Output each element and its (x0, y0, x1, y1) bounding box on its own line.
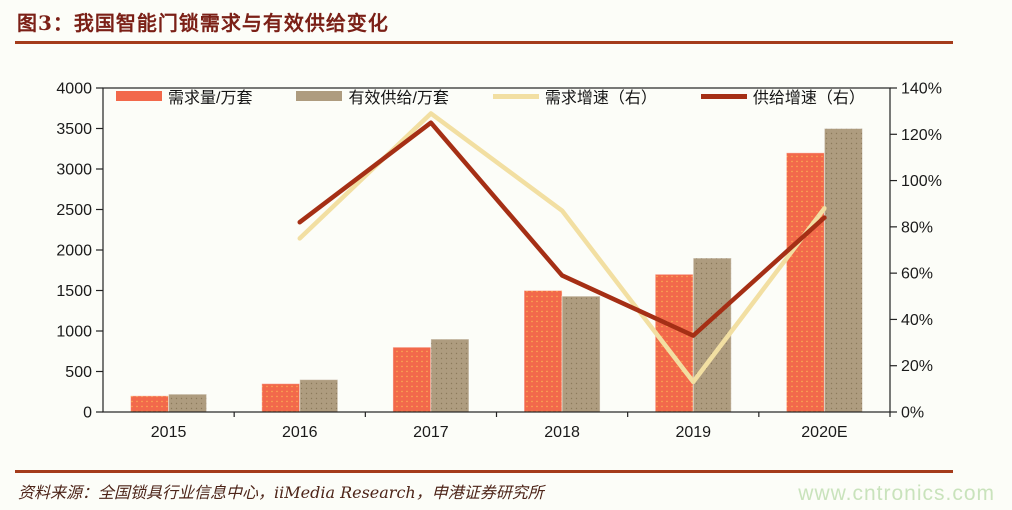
right-axis-tick-label: 120% (901, 127, 942, 144)
left-axis-tick-label: 500 (65, 364, 92, 381)
bar-demand-2018 (523, 290, 563, 413)
x-axis-label-2015: 2015 (151, 424, 187, 441)
line-supply_growth (297, 120, 827, 338)
left-axis-tick-label: 3500 (56, 121, 92, 138)
bar-supply-2017 (430, 338, 470, 413)
bar-demand-2015 (130, 395, 170, 413)
right-axis-tick-label: 100% (901, 173, 942, 190)
bar-demand-2020E (785, 152, 825, 413)
bar-demand-2016 (261, 383, 301, 413)
left-axis-tick-label: 3000 (56, 162, 92, 179)
left-axis-tick-label: 1000 (56, 324, 92, 341)
x-axis-label-2017: 2017 (413, 424, 449, 441)
bar-supply-2015 (168, 393, 208, 413)
x-axis-label-2020E: 2020E (801, 424, 847, 441)
title-underline (15, 41, 953, 44)
x-axis-label-2018: 2018 (544, 424, 580, 441)
bar-supply-2019 (692, 257, 732, 413)
watermark-text: www.cntronics.com (798, 482, 995, 505)
legend-item-demand: 需求量/万套 (116, 84, 252, 108)
left-axis-tick-label: 4000 (56, 81, 92, 98)
left-axis-tick-label: 0 (83, 405, 92, 422)
x-axis-label-2019: 2019 (675, 424, 711, 441)
plot-border (102, 87, 891, 413)
bar-demand-2017 (392, 346, 432, 413)
right-axis-tick-label: 20% (901, 358, 933, 375)
right-axis-tick-label: 140% (901, 81, 942, 98)
source-text: 资料来源：全国锁具行业信息中心，iiMedia Research，申港证券研究所 (18, 483, 544, 502)
legend-label-demand: 需求量/万套 (168, 90, 253, 107)
source-divider (15, 470, 953, 473)
left-axis-tick-label: 2000 (56, 243, 92, 260)
legend-swatch-supply (296, 91, 343, 101)
left-axis-tick-label: 1500 (56, 283, 92, 300)
legend-item-supply: 有效供给/万套 (296, 84, 449, 108)
right-axis-tick-label: 0% (901, 405, 924, 422)
legend-swatch-demand_growth (492, 93, 539, 99)
legend-item-supply_growth: 供给增速（右） (700, 84, 865, 108)
bar-supply-2016 (299, 379, 339, 413)
legend-label-supply: 有效供给/万套 (348, 90, 449, 107)
legend-label-demand_growth: 需求增速（右） (544, 90, 657, 107)
bar-supply-2020E (823, 128, 863, 413)
legend-label-supply_growth: 供给增速（右） (752, 90, 865, 107)
chart-legend: 需求量/万套 有效供给/万套 需求增速（右） 供给增速（右） (116, 84, 865, 108)
left-axis-tick-label: 2500 (56, 202, 92, 219)
right-axis-tick-label: 40% (901, 312, 933, 329)
right-axis-tick-label: 60% (901, 266, 933, 283)
legend-swatch-supply_growth (700, 93, 747, 99)
legend-swatch-demand (116, 91, 162, 101)
x-axis-label-2016: 2016 (282, 424, 318, 441)
right-axis-tick-label: 80% (901, 219, 933, 236)
legend-item-demand_growth: 需求增速（右） (492, 84, 657, 108)
bar-supply-2018 (561, 295, 601, 413)
figure-title: 图3：我国智能门锁需求与有效供给变化 (17, 11, 389, 35)
